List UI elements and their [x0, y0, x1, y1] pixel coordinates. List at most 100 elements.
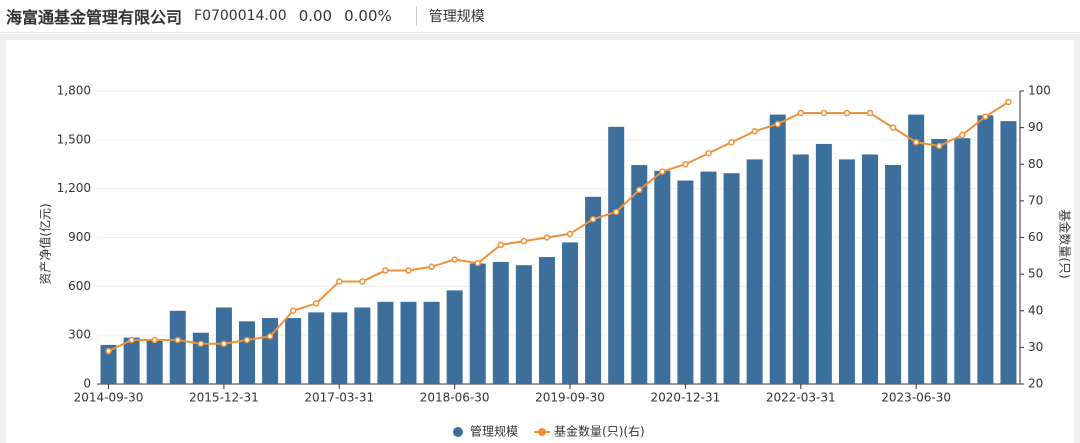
- bar: [169, 310, 186, 384]
- point: [982, 113, 989, 120]
- bar: [908, 114, 925, 384]
- point: [728, 139, 735, 146]
- bar: [354, 307, 371, 384]
- point: [912, 139, 920, 146]
- company: 海富通基金管理有限公司: [6, 8, 183, 27]
- y2-tick-label: 80: [1028, 157, 1043, 171]
- x-tick-label: 2019-09-30: [535, 391, 605, 405]
- y-tick-label: 0: [83, 377, 91, 391]
- bar: [423, 301, 440, 384]
- legend-label: 管理规模: [470, 424, 518, 439]
- header: 海富通基金管理有限公司 F0700014.00 0.00 0.00% 管理规模: [0, 0, 1080, 33]
- y2-axis-title: 基金数量(只): [1058, 209, 1073, 278]
- point: [889, 124, 897, 131]
- x-tick-label: 2022-03-31: [766, 391, 836, 405]
- x-tick-label: 2014-09-30: [74, 391, 144, 405]
- point: [266, 333, 274, 340]
- bar: [123, 337, 140, 384]
- point: [612, 208, 620, 216]
- point: [705, 150, 712, 157]
- legend-swatch: [538, 428, 547, 436]
- bar: [515, 265, 532, 384]
- point: [174, 336, 182, 344]
- point: [128, 336, 135, 344]
- bar: [700, 171, 717, 384]
- bar: [285, 318, 302, 384]
- bar: [262, 318, 279, 384]
- x-tick-label: 2015-12-31: [189, 391, 259, 405]
- bar: [815, 143, 832, 384]
- point: [451, 256, 458, 263]
- point: [336, 278, 343, 285]
- bar: [954, 138, 971, 384]
- y2-tick-label: 40: [1028, 303, 1043, 317]
- y2-tick-label: 30: [1028, 340, 1043, 354]
- y-tick-label: 900: [68, 230, 91, 244]
- point: [659, 168, 666, 175]
- line: [108, 101, 1009, 352]
- bar: [885, 165, 902, 384]
- bar: [769, 114, 786, 384]
- point: [197, 340, 205, 347]
- bar: [538, 257, 555, 384]
- bar: [631, 165, 648, 384]
- point: [428, 263, 435, 271]
- bar: [746, 159, 763, 384]
- bar: [238, 321, 255, 384]
- y2-tick-label: 100: [1028, 84, 1051, 98]
- point: [243, 336, 251, 344]
- point: [682, 161, 689, 168]
- x-tick-label: 2017-03-31: [304, 391, 374, 405]
- y2-tick-label: 20: [1028, 377, 1043, 391]
- point: [105, 347, 112, 355]
- point: [497, 241, 505, 249]
- bar: [100, 344, 117, 384]
- bar: [308, 312, 325, 384]
- point: [866, 109, 874, 117]
- bar: [400, 301, 417, 384]
- point: [312, 300, 320, 307]
- bar: [723, 173, 740, 384]
- point: [151, 336, 158, 344]
- y2-tick-label: 50: [1028, 267, 1043, 281]
- bar: [585, 196, 602, 384]
- point: [405, 267, 412, 274]
- point: [520, 237, 528, 245]
- y-tick-label: 1,200: [57, 181, 91, 195]
- y-axis-title: 资产净值(亿元): [38, 203, 53, 284]
- point: [751, 128, 758, 135]
- bar: [792, 154, 809, 384]
- point: [820, 109, 828, 117]
- x-tick-label: 2023-06-30: [881, 391, 951, 405]
- point: [566, 230, 574, 238]
- bar: [446, 290, 463, 384]
- bar: [469, 263, 486, 384]
- point: [289, 307, 297, 314]
- bar: [677, 180, 694, 384]
- bar: [192, 332, 209, 384]
- bar: [838, 159, 855, 384]
- legend-swatch: [453, 427, 463, 437]
- y-tick-label: 600: [68, 279, 91, 293]
- point: [474, 259, 481, 267]
- point: [636, 186, 643, 194]
- point: [959, 131, 966, 139]
- x-tick-label: 2020-12-31: [651, 391, 721, 405]
- y-tick-label: 300: [68, 328, 91, 342]
- tab[interactable]: 管理规模: [415, 6, 485, 26]
- legend-label: 基金数量(只)(右): [554, 424, 645, 439]
- point: [843, 109, 851, 117]
- point: [220, 340, 228, 347]
- bar: [377, 301, 394, 384]
- point: [543, 234, 551, 241]
- bar: [608, 126, 625, 385]
- point: [1005, 98, 1012, 106]
- point: [359, 278, 366, 285]
- bar: [146, 339, 163, 384]
- bar: [862, 154, 879, 384]
- point: [797, 109, 805, 117]
- chart: 资产净值(亿元) 基金数量(只) 0 300 600 900 1,200 1,500 1,8…: [6, 40, 1074, 443]
- y-tick-label: 1,500: [57, 132, 91, 146]
- code: F0700014.00: [194, 8, 287, 24]
